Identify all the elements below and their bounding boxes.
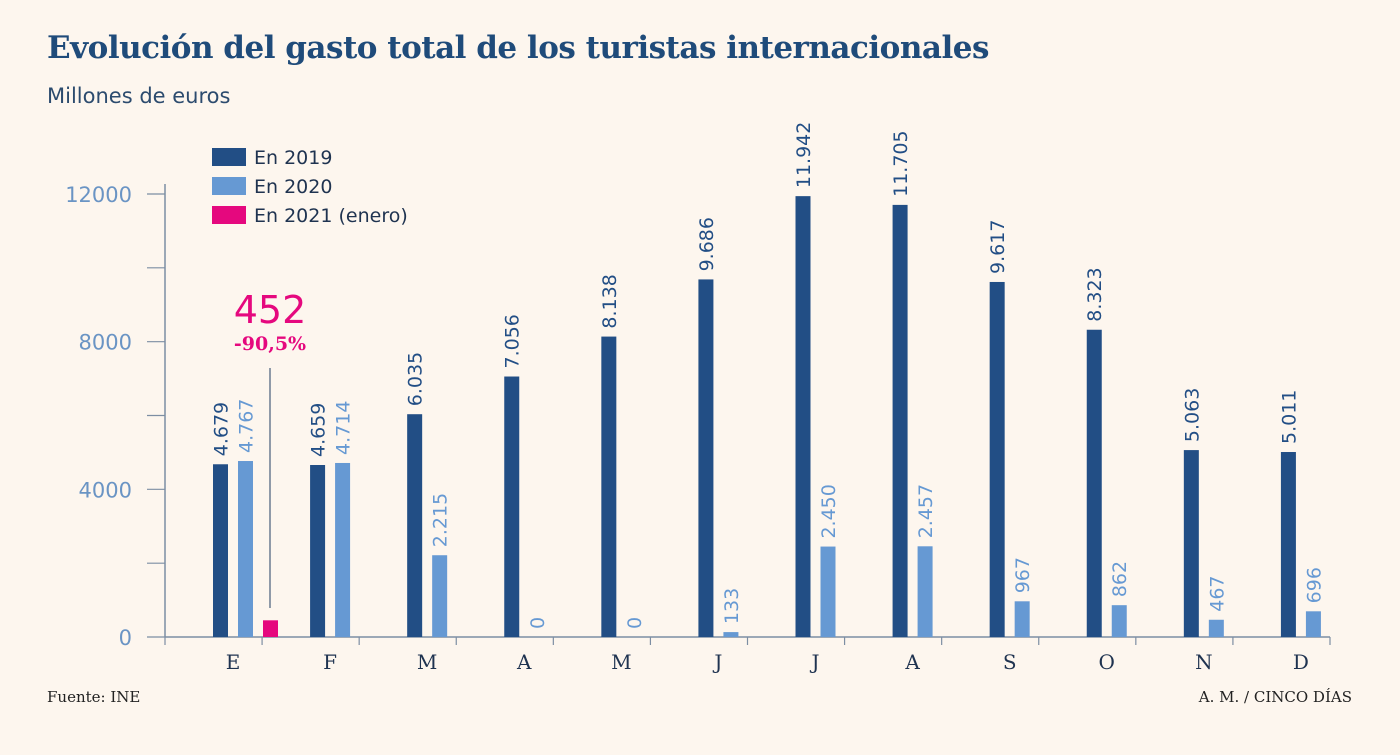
x-tick-label: F bbox=[323, 650, 337, 674]
bar bbox=[795, 196, 811, 637]
chart-subtitle: Millones de euros bbox=[47, 84, 231, 108]
y-tick-label: 0 bbox=[119, 626, 132, 650]
x-tick-label: D bbox=[1293, 650, 1309, 674]
data-label: 4.767 bbox=[236, 399, 258, 453]
data-label: 5.011 bbox=[1278, 390, 1300, 444]
bar bbox=[820, 546, 836, 637]
legend-swatch-2020 bbox=[212, 177, 246, 195]
y-tick-label: 8000 bbox=[79, 331, 132, 355]
data-label: 7.056 bbox=[502, 314, 524, 368]
data-label: 133 bbox=[721, 588, 743, 624]
bar bbox=[504, 376, 520, 637]
legend-label-2020: En 2020 bbox=[254, 176, 332, 198]
data-label: 9.686 bbox=[696, 217, 718, 271]
bar bbox=[263, 620, 278, 637]
bar bbox=[989, 281, 1005, 637]
bar bbox=[1208, 619, 1224, 637]
bar bbox=[1305, 611, 1321, 637]
data-label: 11.942 bbox=[793, 122, 815, 188]
chart-title: Evolución del gasto total de los turista… bbox=[47, 30, 989, 66]
bar bbox=[1280, 452, 1296, 637]
data-label: 696 bbox=[1303, 567, 1325, 603]
data-label: 5.063 bbox=[1181, 388, 1203, 442]
bar bbox=[723, 632, 739, 637]
data-label: 467 bbox=[1206, 575, 1228, 611]
annotation-change: -90,5% bbox=[234, 333, 306, 355]
x-tick-label: J bbox=[809, 650, 819, 674]
y-tick-label: 4000 bbox=[79, 478, 132, 502]
x-tick-label: N bbox=[1195, 650, 1213, 674]
bar bbox=[310, 465, 326, 637]
data-label: 6.035 bbox=[405, 352, 427, 406]
x-tick-label: A bbox=[516, 650, 532, 674]
data-label: 862 bbox=[1109, 561, 1131, 597]
data-label: 2.215 bbox=[430, 493, 452, 547]
annotation-value: 452 bbox=[234, 288, 307, 332]
annotation-2021: 452 -90,5% bbox=[234, 288, 307, 608]
bar bbox=[1014, 601, 1030, 637]
bars-layer bbox=[213, 196, 1321, 637]
bar bbox=[238, 461, 253, 637]
data-label: 8.138 bbox=[599, 274, 621, 328]
data-label: 2.457 bbox=[915, 484, 937, 538]
data-label: 0 bbox=[527, 617, 549, 629]
data-label: 4.659 bbox=[308, 403, 330, 457]
data-label: 4.679 bbox=[211, 402, 233, 456]
bar bbox=[432, 555, 448, 637]
axis-layer: 0 4000 8000 12000 bbox=[65, 183, 1331, 650]
x-tick-label: J bbox=[712, 650, 722, 674]
x-tick-label: M bbox=[611, 650, 631, 674]
labels-layer: E 4.679 4.767 F 4.659 4.714 M 6.035 2.215 A 7.056 0… bbox=[211, 122, 1326, 674]
source-note: Fuente: INE bbox=[47, 688, 141, 706]
data-label: 0 bbox=[624, 617, 646, 629]
credit-note: A. M. / CINCO DÍAS bbox=[1198, 688, 1352, 706]
data-label: 9.617 bbox=[987, 220, 1009, 274]
legend-label-2019: En 2019 bbox=[254, 147, 332, 169]
data-label: 967 bbox=[1012, 557, 1034, 593]
bar bbox=[1086, 329, 1102, 637]
data-label: 8.323 bbox=[1084, 267, 1106, 321]
bar bbox=[407, 414, 423, 637]
bar bbox=[698, 279, 714, 637]
bar bbox=[335, 462, 351, 637]
bar bbox=[1183, 450, 1199, 637]
data-label: 2.450 bbox=[818, 484, 840, 538]
legend-swatch-2021 bbox=[212, 206, 246, 224]
bar bbox=[917, 546, 933, 637]
y-tick-label: 12000 bbox=[65, 183, 132, 207]
x-tick-label: A bbox=[904, 650, 920, 674]
x-tick-label: M bbox=[417, 650, 437, 674]
x-tick-label: O bbox=[1099, 650, 1115, 674]
bar bbox=[892, 204, 908, 637]
bar bbox=[1111, 605, 1127, 637]
bar bbox=[213, 464, 228, 637]
data-label: 11.705 bbox=[890, 130, 912, 196]
x-tick-label: E bbox=[226, 650, 241, 674]
legend-swatch-2019 bbox=[212, 148, 246, 166]
data-label: 4.714 bbox=[333, 401, 355, 455]
legend-label-2021: En 2021 (enero) bbox=[254, 205, 408, 227]
x-tick-label: S bbox=[1003, 650, 1017, 674]
bar bbox=[601, 336, 617, 637]
legend: En 2019 En 2020 En 2021 (enero) bbox=[212, 147, 408, 227]
